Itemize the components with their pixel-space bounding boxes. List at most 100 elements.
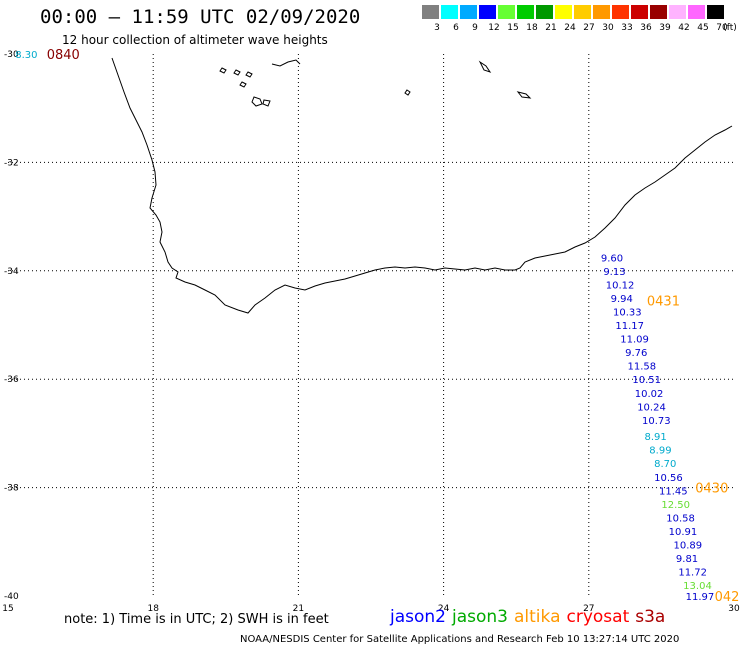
longitude-tick: 15 bbox=[2, 604, 13, 614]
longitude-tick: 24 bbox=[438, 604, 450, 614]
wave-height-value: 9.13 bbox=[603, 267, 625, 278]
map-subtitle: 12 hour collection of altimeter wave hei… bbox=[62, 33, 328, 47]
latitude-labels: -30 -32 -34 -36 -38 -40 bbox=[4, 50, 19, 602]
footer-note: note: 1) Time is in UTC; 2) SWH is in fe… bbox=[64, 612, 329, 627]
graticule bbox=[8, 54, 734, 596]
longitude-tick: 21 bbox=[293, 604, 304, 614]
scale-swatch bbox=[555, 5, 572, 19]
scale-label: 6 bbox=[453, 23, 459, 33]
wave-height-value: 9.60 bbox=[601, 253, 623, 264]
wave-height-value: 10.24 bbox=[637, 402, 666, 413]
pass-time: 0431 bbox=[647, 295, 680, 310]
coastline bbox=[111, 57, 733, 314]
scale-swatch bbox=[669, 5, 686, 19]
map-title: 00:00 – 11:59 UTC 02/09/2020 bbox=[40, 6, 361, 28]
wave-height-value: 11.58 bbox=[628, 362, 657, 373]
pass-time: 042 bbox=[715, 590, 740, 605]
scale-label: 12 bbox=[488, 23, 500, 33]
satellite-legend: jason2 jason3 altika cryosat s3a bbox=[390, 607, 671, 627]
scale-label: 39 bbox=[659, 23, 671, 33]
pass-time-labels: 0840 0431 0430 042 bbox=[47, 48, 740, 605]
island-1 bbox=[219, 67, 227, 74]
scale-swatch bbox=[707, 5, 724, 19]
legend-jason3: jason3 bbox=[452, 607, 508, 627]
wave-height-value: 11.45 bbox=[659, 486, 688, 497]
wave-height-value: 10.56 bbox=[654, 473, 683, 484]
wave-height-value: 10.89 bbox=[674, 541, 703, 552]
latitude-tick: -32 bbox=[4, 158, 19, 168]
longitude-tick: 30 bbox=[728, 604, 740, 614]
south-africa-coastline bbox=[111, 57, 733, 314]
longitude-tick: 27 bbox=[583, 604, 594, 614]
latitude-tick: -34 bbox=[4, 267, 19, 277]
scale-label: 3 bbox=[434, 23, 440, 33]
legend-jason2: jason2 bbox=[390, 607, 446, 627]
island-8 bbox=[478, 60, 492, 73]
island-3 bbox=[245, 71, 253, 78]
scale-label: 30 bbox=[602, 23, 614, 33]
scale-label: 36 bbox=[640, 23, 652, 33]
wave-height-observations: 8.30 9.60 9.13 10.12 9.94 10.33 11.17 11.09 9.76… bbox=[15, 50, 714, 603]
scale-swatch bbox=[593, 5, 610, 19]
latitude-tick: -36 bbox=[4, 375, 19, 385]
wave-height-value: 11.72 bbox=[678, 568, 707, 579]
island-5 bbox=[251, 96, 263, 107]
wave-height-value: 8.30 bbox=[15, 50, 37, 61]
scale-label: 18 bbox=[526, 23, 538, 33]
scale-label: 70 bbox=[716, 23, 728, 33]
scale-swatch bbox=[631, 5, 648, 19]
wave-height-value: 9.94 bbox=[611, 294, 633, 305]
island-2 bbox=[233, 69, 241, 76]
wave-height-value: 8.91 bbox=[644, 432, 666, 443]
wave-height-value: 12.50 bbox=[661, 500, 690, 511]
wave-height-value: 10.73 bbox=[642, 416, 671, 427]
scale-label: 9 bbox=[472, 23, 478, 33]
credit-line: NOAA/NESDIS Center for Satellite Applica… bbox=[240, 634, 680, 645]
wave-height-value: 11.97 bbox=[686, 592, 715, 603]
wave-height-value: 8.70 bbox=[654, 459, 676, 470]
island-4 bbox=[239, 81, 247, 88]
scale-label: 21 bbox=[545, 23, 557, 33]
scale-swatch bbox=[441, 5, 458, 19]
scale-label: 42 bbox=[678, 23, 690, 33]
scale-unit: (ft) bbox=[723, 23, 737, 33]
legend-s3a: s3a bbox=[635, 607, 666, 627]
scale-label: 15 bbox=[507, 23, 519, 33]
latitude-tick: -40 bbox=[4, 592, 19, 602]
wave-height-value: 9.81 bbox=[676, 554, 698, 565]
pass-time: 0840 bbox=[47, 48, 80, 63]
pass-time: 0430 bbox=[695, 482, 728, 497]
scale-swatch bbox=[650, 5, 667, 19]
wave-height-value: 11.09 bbox=[620, 335, 649, 346]
scale-swatch bbox=[498, 5, 515, 19]
scale-swatch bbox=[460, 5, 477, 19]
legend-cryosat: cryosat bbox=[566, 607, 630, 627]
island-10 bbox=[516, 91, 532, 99]
wave-height-value: 10.12 bbox=[606, 280, 635, 291]
scale-swatch bbox=[479, 5, 496, 19]
island-9 bbox=[404, 89, 411, 96]
wave-height-value: 11.17 bbox=[615, 321, 644, 332]
scale-swatch bbox=[536, 5, 553, 19]
wave-height-value: 13.04 bbox=[683, 581, 712, 592]
scale-label: 27 bbox=[583, 23, 595, 33]
scale-swatch bbox=[517, 5, 534, 19]
longitude-labels: 15 18 21 24 27 30 bbox=[2, 604, 740, 614]
wave-height-value: 10.58 bbox=[666, 513, 695, 524]
wave-height-value: 10.51 bbox=[632, 375, 661, 386]
wave-height-value: 9.76 bbox=[625, 348, 647, 359]
scale-label: 33 bbox=[621, 23, 633, 33]
scale-label: 24 bbox=[564, 23, 576, 33]
scale-swatch bbox=[574, 5, 591, 19]
scale-label: 45 bbox=[697, 23, 709, 33]
scale-swatch bbox=[422, 5, 439, 19]
island-7 bbox=[271, 59, 301, 67]
latitude-tick: -30 bbox=[4, 50, 19, 60]
scale-swatch bbox=[688, 5, 705, 19]
legend-altika: altika bbox=[514, 607, 561, 627]
wave-height-value: 10.91 bbox=[669, 527, 698, 538]
longitude-tick: 18 bbox=[147, 604, 159, 614]
wave-height-value: 10.02 bbox=[635, 389, 664, 400]
wave-height-value: 8.99 bbox=[649, 446, 671, 457]
